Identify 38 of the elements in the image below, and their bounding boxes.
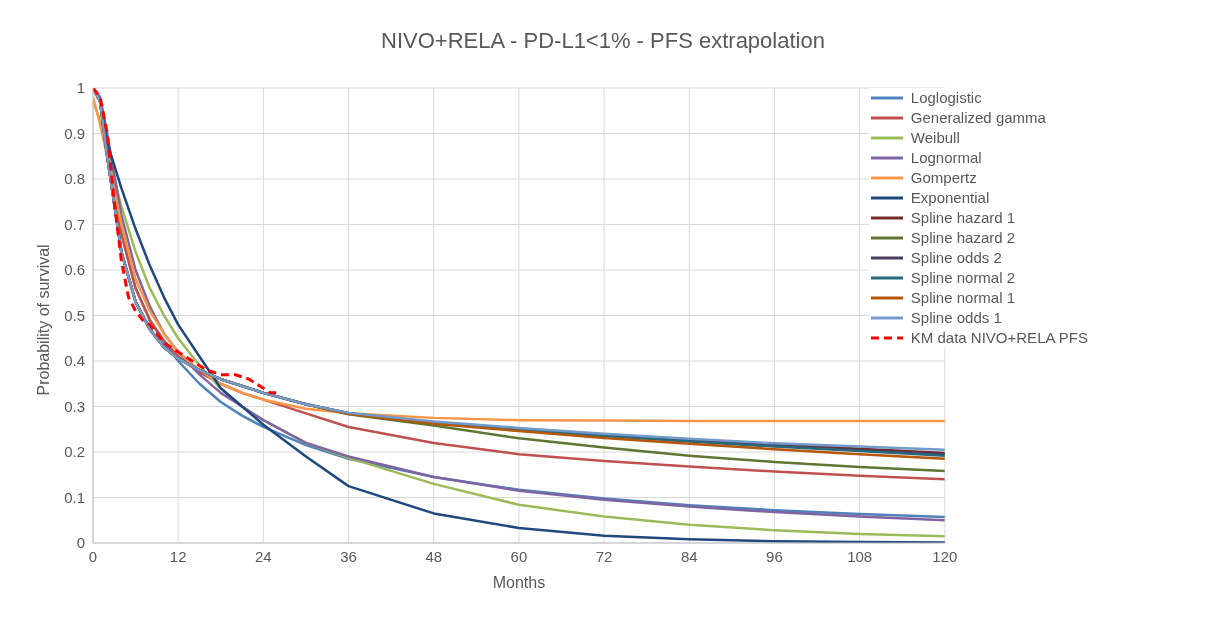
legend-label: Spline hazard 1 [910, 208, 1016, 228]
x-axis-title: Months [492, 574, 546, 591]
x-tick-label: 24 [255, 547, 272, 565]
x-tick-label: 72 [595, 547, 613, 565]
legend-label: Generalized gamma [910, 108, 1046, 128]
y-tick-label: 0.4 [64, 352, 85, 370]
y-axis-title: Probability of survival [34, 244, 52, 396]
legend-label: KM data NIVO+RELA PFS [910, 328, 1088, 348]
y-tick-label: 0.8 [64, 170, 85, 188]
legend-label: Spline normal 1 [910, 288, 1016, 308]
y-tick-label: 0.7 [64, 215, 85, 233]
y-tick-label: 0.1 [64, 488, 85, 506]
legend-label: Spline odds 2 [910, 248, 1002, 268]
x-tick-label: 84 [680, 547, 698, 565]
y-tick-label: 0.5 [64, 306, 85, 324]
legend-label: Exponential [910, 188, 990, 208]
y-tick-label: 0 [76, 534, 85, 552]
legend-label: Gompertz [910, 168, 977, 188]
x-tick-label: 36 [340, 547, 357, 565]
legend-label: Spline odds 1 [910, 308, 1002, 328]
x-tick-label: 120 [932, 547, 958, 565]
y-tick-label: 0.9 [64, 124, 85, 142]
x-tick-label: 48 [425, 547, 443, 565]
legend-label: Lognormal [910, 148, 982, 168]
chart-title: NIVO+RELA - PD-L1<1% - PFS extrapolation [380, 27, 826, 55]
x-tick-label: 0 [88, 547, 98, 565]
y-tick-label: 0.6 [64, 261, 85, 279]
y-tick-label: 0.3 [64, 397, 85, 415]
legend-label: Spline normal 2 [910, 268, 1016, 288]
x-tick-label: 60 [510, 547, 528, 565]
legend-label: Loglogistic [910, 88, 982, 108]
x-tick-label: 96 [766, 547, 783, 565]
legend-label: Weibull [910, 128, 960, 148]
x-tick-label: 108 [847, 547, 873, 565]
legend-label: Spline hazard 2 [910, 228, 1016, 248]
x-tick-label: 12 [169, 547, 187, 565]
y-tick-label: 0.2 [64, 443, 85, 461]
y-tick-label: 1 [76, 79, 85, 97]
